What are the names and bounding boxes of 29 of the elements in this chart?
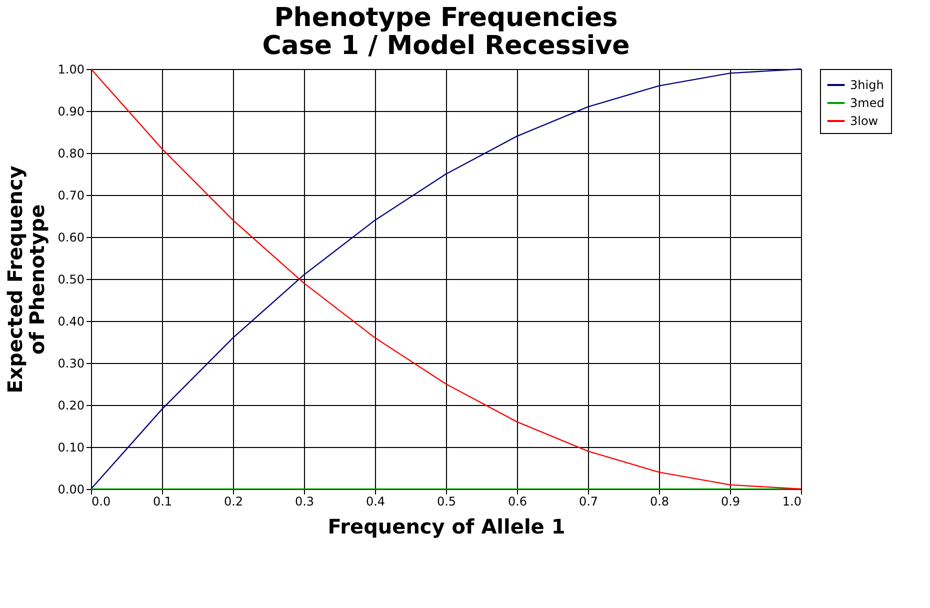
y-tick-label: 0.20 <box>58 398 84 412</box>
y-tick-label: 0.00 <box>58 482 84 496</box>
x-tick-label: 0.2 <box>224 494 244 508</box>
legend-label: 3high <box>850 78 884 92</box>
x-tick-label: 0.9 <box>720 494 740 508</box>
x-tick-label: 0.0 <box>92 494 111 508</box>
text: Expected Frequency <box>2 166 27 394</box>
x-tick-label: 0.6 <box>508 494 528 508</box>
x-axis-title: Frequency of Allele 1 <box>328 514 566 538</box>
y-tick-label: 0.50 <box>58 272 84 286</box>
x-tick-label: 1.0 <box>782 494 802 508</box>
x-tick-label: 0.1 <box>152 494 172 508</box>
legend-label: 3med <box>850 96 884 110</box>
text: Phenotype Frequencies <box>274 3 618 33</box>
y-tick-label: 0.80 <box>58 146 84 160</box>
y-tick-label: 0.90 <box>58 104 84 118</box>
y-tick-label: 0.60 <box>58 230 84 244</box>
y-tick-label: 0.30 <box>58 356 84 370</box>
y-tick-label: 1.00 <box>58 62 84 76</box>
x-tick-label: 0.7 <box>578 494 598 508</box>
x-tick-label: 0.4 <box>366 494 386 508</box>
y-tick-label: 0.40 <box>58 314 84 328</box>
y-tick-label: 0.70 <box>58 188 84 202</box>
x-tick-label: 0.8 <box>650 494 670 508</box>
text: Case 1 / Model Recessive <box>262 31 630 61</box>
legend-label: 3low <box>850 114 878 128</box>
y-tick-label: 0.10 <box>58 440 84 454</box>
x-tick-label: 0.3 <box>294 494 314 508</box>
x-tick-label: 0.5 <box>436 494 456 508</box>
